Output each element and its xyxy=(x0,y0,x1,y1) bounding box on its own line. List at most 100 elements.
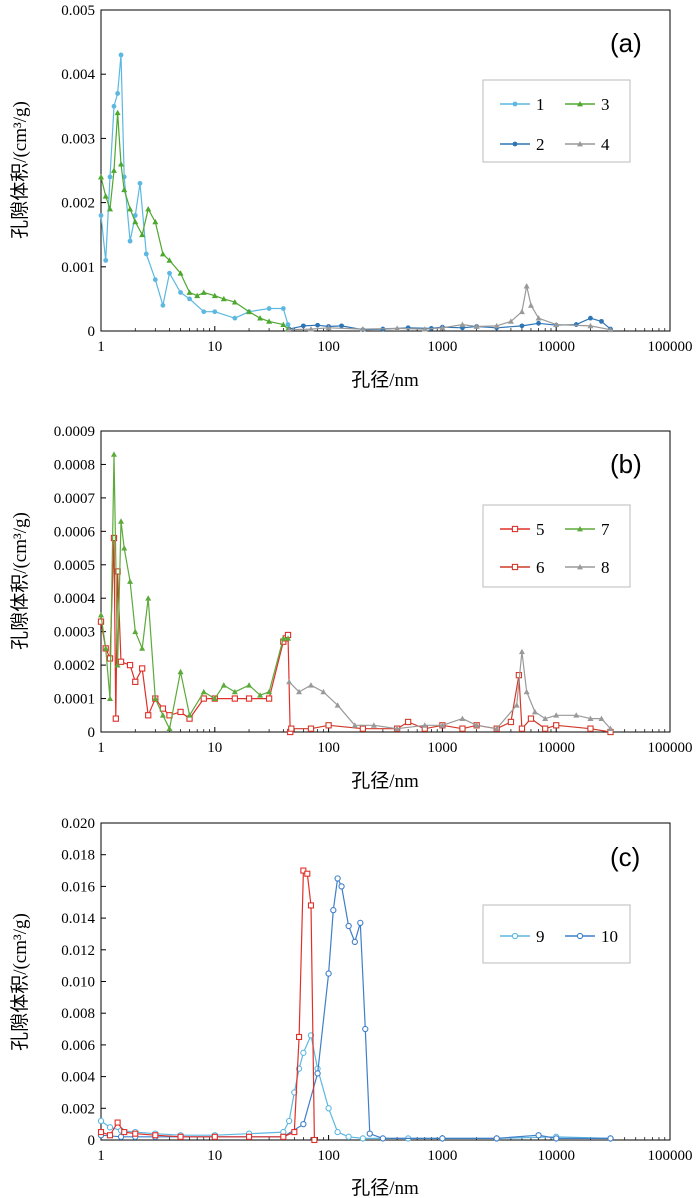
x-tick-label: 1000 xyxy=(427,1148,457,1164)
series-3-point xyxy=(177,270,184,276)
series-8-point xyxy=(607,725,614,732)
x-tick-label: 100000 xyxy=(648,1148,693,1164)
series-3-point xyxy=(102,193,109,199)
series-1-point xyxy=(115,91,121,96)
y-tick-label: 0.008 xyxy=(61,1006,95,1022)
series-3-point xyxy=(231,299,238,305)
legend-1-marker xyxy=(512,101,518,107)
panel-c: (c) 孔径/nm 孔隙体积/(cm³/g) 9 10 1 10 100 1000 100… xyxy=(9,816,693,1198)
y-tick-label: 0.0005 xyxy=(54,558,95,574)
series-red-point xyxy=(304,870,311,877)
series-4-point xyxy=(607,326,614,333)
series-8-point xyxy=(307,682,314,688)
series-10-point xyxy=(362,1025,369,1033)
series-5-point xyxy=(106,655,114,662)
series-4-point xyxy=(523,283,530,289)
series-8-point xyxy=(587,715,594,722)
series-9-line xyxy=(100,1034,611,1140)
y-tick-label: 0.0003 xyxy=(54,625,95,641)
y-tick-label: 0.010 xyxy=(61,975,95,991)
y-tick-label: 0.002 xyxy=(61,1101,95,1117)
legend-2-label: 2 xyxy=(536,135,545,154)
series-5-point xyxy=(177,708,184,716)
series-7-point xyxy=(280,635,287,641)
series-9-point xyxy=(334,1128,341,1136)
legend-7-marker xyxy=(577,526,583,532)
panel-c-series xyxy=(97,867,614,1144)
series-6-line xyxy=(291,674,611,733)
series-7-point xyxy=(121,545,128,551)
x-tick-label: 100 xyxy=(317,1148,340,1164)
series-7-point xyxy=(110,451,117,457)
series-2-point xyxy=(588,315,593,321)
series-7-point xyxy=(139,645,146,651)
series-7-point xyxy=(102,645,109,651)
series-8-point xyxy=(598,715,605,722)
series-8-point xyxy=(542,715,549,722)
panel-a-plot-area xyxy=(100,9,671,332)
panel-b-plot-area xyxy=(100,430,671,733)
series-1-point xyxy=(160,302,166,308)
series-red-point xyxy=(97,1129,105,1136)
legend-4-marker xyxy=(577,141,583,147)
series-8-point xyxy=(286,678,293,685)
x-tick-label: 1 xyxy=(97,339,105,355)
series-3-point xyxy=(159,250,166,257)
series-3-point xyxy=(200,289,207,295)
series-7-point xyxy=(285,635,292,641)
x-tick-label: 100 xyxy=(317,740,340,756)
series-8-point xyxy=(459,715,466,722)
series-7-point xyxy=(118,518,125,524)
panel-b: (b) 孔径/nm 孔隙体积/(cm³/g) 5 7 6 8 1 10 100 1000 10… xyxy=(9,424,693,792)
series-9-point xyxy=(97,1117,105,1125)
series-4-point xyxy=(307,326,314,332)
series-5-point xyxy=(117,658,125,665)
y-tick-label: 0.014 xyxy=(61,911,95,927)
series-red-point xyxy=(246,1133,253,1140)
series-1-point xyxy=(212,309,218,315)
series-4-point xyxy=(459,321,466,327)
series-5-point xyxy=(112,715,119,722)
series-8-point xyxy=(553,712,560,718)
series-4-point xyxy=(518,308,525,315)
series-red-point xyxy=(132,1130,139,1137)
series-7-point xyxy=(257,692,264,698)
series-8 xyxy=(286,648,614,732)
legend-1-label: 1 xyxy=(536,95,545,114)
series-8-line xyxy=(288,651,611,730)
series-8-point xyxy=(493,725,500,732)
series-3-point xyxy=(145,206,152,212)
series-red-point xyxy=(177,1133,184,1140)
series-6-point xyxy=(507,718,515,726)
series-10-point xyxy=(351,938,358,946)
series-8-point xyxy=(394,725,401,732)
series-red-point xyxy=(300,867,307,874)
series-3-point xyxy=(194,292,201,299)
series-5-point xyxy=(126,661,134,669)
series-4-point xyxy=(535,315,542,321)
series-8-point xyxy=(518,648,525,655)
series-red-point xyxy=(121,1129,128,1136)
legend-6-marker xyxy=(511,563,519,571)
y-tick-label: 0.0008 xyxy=(54,457,95,473)
y-tick-label: 0.0007 xyxy=(54,491,96,507)
panel-b-ylabel: 孔隙体积/(cm³/g) xyxy=(9,512,31,650)
series-7-point xyxy=(127,578,134,584)
series-3-point xyxy=(220,295,227,302)
series-red-point xyxy=(106,1132,114,1139)
series-red xyxy=(97,867,318,1144)
legend-10-marker xyxy=(576,932,584,940)
legend-6-label: 6 xyxy=(536,558,545,577)
series-3-point xyxy=(280,321,287,327)
y-tick-label: 0.016 xyxy=(61,879,95,895)
series-6-point xyxy=(518,725,526,732)
series-4-point xyxy=(359,326,366,332)
series-5 xyxy=(97,534,294,736)
y-tick-label: 0.006 xyxy=(61,1038,95,1054)
series-4-point xyxy=(507,318,514,324)
series-red-point xyxy=(291,1129,298,1136)
series-1-point xyxy=(111,103,117,109)
series-2 xyxy=(286,315,613,333)
series-red-point xyxy=(114,1119,121,1126)
series-5-point xyxy=(97,618,105,625)
